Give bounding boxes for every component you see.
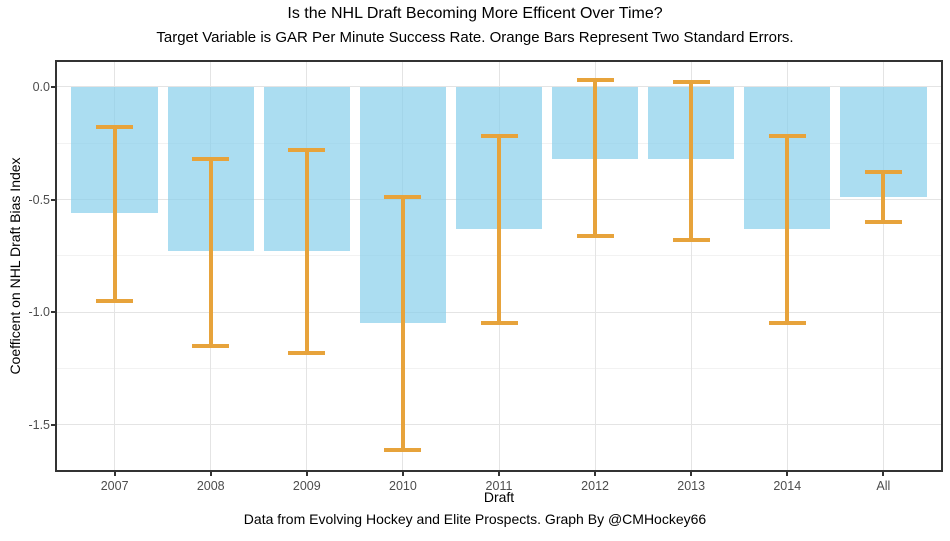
errorbar-2008-line xyxy=(208,158,213,347)
errorbar-2007-line xyxy=(112,127,117,301)
errorbar-2010-cap-top xyxy=(384,195,422,200)
errorbar-2012-cap-bottom xyxy=(576,233,614,238)
y-tick-label: 0.0 xyxy=(32,79,50,94)
errorbar-2009-line xyxy=(304,149,309,353)
errorbar-2010-line xyxy=(400,197,405,450)
errorbar-2013-cap-bottom xyxy=(672,238,710,243)
x-tick-label-2013: 2013 xyxy=(677,479,706,493)
x-tick-label-2009: 2009 xyxy=(292,479,321,493)
y-tick-mark xyxy=(51,423,56,426)
y-tick-label: -1.5 xyxy=(28,417,50,432)
x-tick-label-2012: 2012 xyxy=(581,479,609,493)
errorbar-2012-line xyxy=(593,80,598,236)
x-tick-mark xyxy=(786,471,789,476)
errorbar-2014-line xyxy=(785,136,790,324)
errorbar-2007-cap-bottom xyxy=(96,298,134,303)
errorbar-2008-cap-top xyxy=(192,156,230,161)
errorbar-2010-cap-bottom xyxy=(384,447,422,452)
errorbar-2011-cap-top xyxy=(480,134,518,139)
errorbar-2013-cap-top xyxy=(672,80,710,85)
errorbar-2014-cap-bottom xyxy=(768,321,806,326)
errorbar-2008-cap-bottom xyxy=(192,344,230,349)
y-tick-mark xyxy=(51,85,56,88)
x-tick-mark xyxy=(113,471,116,476)
x-tick-label-all: All xyxy=(876,479,891,493)
y-tick-mark xyxy=(51,311,56,314)
errorbar-all-cap-bottom xyxy=(864,220,902,225)
errorbar-2009-cap-bottom xyxy=(288,350,326,355)
y-tick-label: -0.5 xyxy=(28,192,50,207)
errorbar-2011-cap-bottom xyxy=(480,321,518,326)
y-axis-title: Coefficent on NHL Draft Bias Index xyxy=(7,157,23,375)
errorbar-all-cap-top xyxy=(864,170,902,175)
x-tick-mark xyxy=(209,471,212,476)
errorbar-2014-cap-top xyxy=(768,134,806,139)
chart-subtitle: Target Variable is GAR Per Minute Succes… xyxy=(156,29,794,46)
errorbar-2013-line xyxy=(689,82,694,241)
x-tick-mark xyxy=(882,471,885,476)
x-tick-label-2014: 2014 xyxy=(773,479,802,493)
x-tick-label-2010: 2010 xyxy=(389,479,417,493)
errorbar-2009-cap-top xyxy=(288,147,326,152)
x-axis-title: Draft xyxy=(483,489,515,505)
v-gridline xyxy=(594,62,596,470)
errorbar-2007-cap-top xyxy=(96,125,134,130)
errorbar-all-line xyxy=(881,172,886,223)
chart-caption: Data from Evolving Hockey and Elite Pros… xyxy=(243,511,707,527)
x-tick-label-2008: 2008 xyxy=(196,479,225,493)
x-tick-mark xyxy=(498,471,500,476)
v-gridline xyxy=(690,62,692,470)
errorbar-2012-cap-top xyxy=(576,78,614,83)
x-tick-label-2007: 2007 xyxy=(100,479,129,493)
y-tick-label: -1.0 xyxy=(28,305,50,320)
x-tick-label-2011: 2011 xyxy=(485,479,513,493)
x-tick-mark xyxy=(594,471,597,476)
chart-title: Is the NHL Draft Becoming More Efficent … xyxy=(287,5,663,22)
errorbar-2011-line xyxy=(497,136,501,324)
x-tick-mark xyxy=(305,471,308,476)
x-tick-mark xyxy=(690,471,693,476)
y-tick-mark xyxy=(51,198,56,201)
v-gridline xyxy=(882,62,884,470)
x-tick-mark xyxy=(401,471,404,476)
